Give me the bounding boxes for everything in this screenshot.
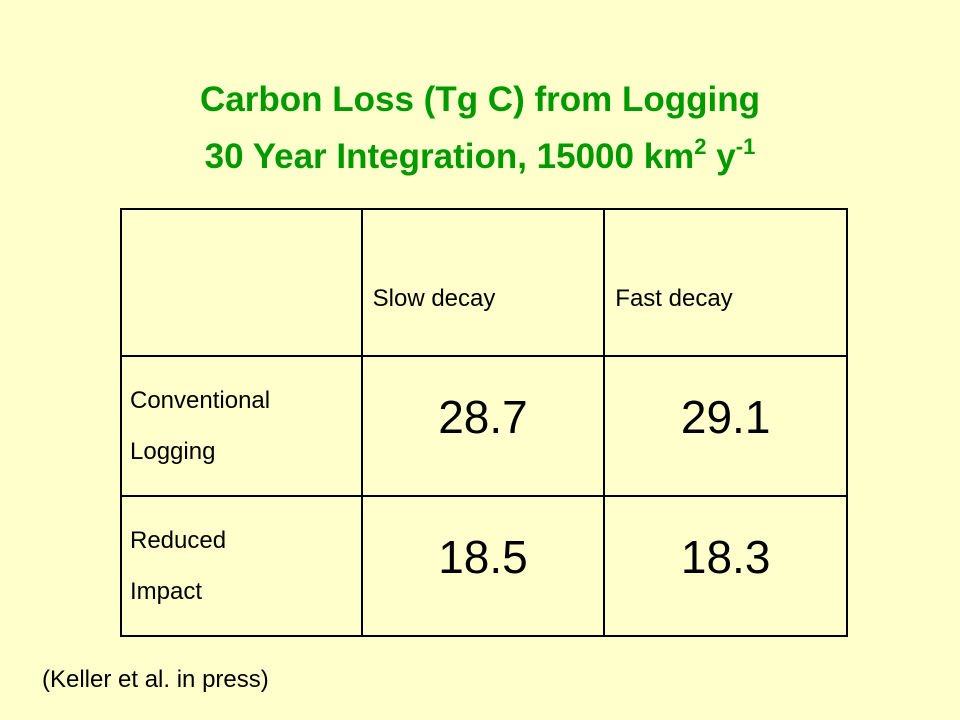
row: Reduced Impact 18.5 18.3 xyxy=(120,495,848,637)
superscript: -1 xyxy=(735,134,756,159)
value-cell: 29.1 xyxy=(603,355,848,497)
superscript: 2 xyxy=(694,134,707,159)
title-unit: y xyxy=(716,137,736,176)
header-cell: Slow decay xyxy=(360,208,606,357)
value-cell: 28.7 xyxy=(360,355,606,497)
header-cell: Fast decay xyxy=(603,208,848,357)
label-line: Impact xyxy=(130,578,203,605)
label-line: Logging xyxy=(130,438,216,465)
title-line: 30 Year Integration, 15000 km2 y-1 xyxy=(0,134,960,177)
row-label: Reduced Impact xyxy=(120,495,363,637)
row-label: Conventional Logging xyxy=(120,355,363,497)
header-row: Slow decay Fast decay xyxy=(120,208,848,357)
label-line: Conventional xyxy=(130,387,271,414)
title-text: 30 Year Integration, 15000 km xyxy=(204,137,695,176)
citation: (Keller et al. in press) xyxy=(42,666,269,693)
corner-cell xyxy=(120,208,363,357)
value-cell: 18.5 xyxy=(360,495,606,637)
row: Conventional Logging 28.7 29.1 xyxy=(120,355,848,497)
label-line: Reduced xyxy=(130,527,227,554)
value-cell: 18.3 xyxy=(603,495,848,637)
title-line: Carbon Loss (Tg C) from Logging xyxy=(200,80,760,119)
data-table: Slow decay Fast decay Conventional Loggin… xyxy=(120,208,848,637)
